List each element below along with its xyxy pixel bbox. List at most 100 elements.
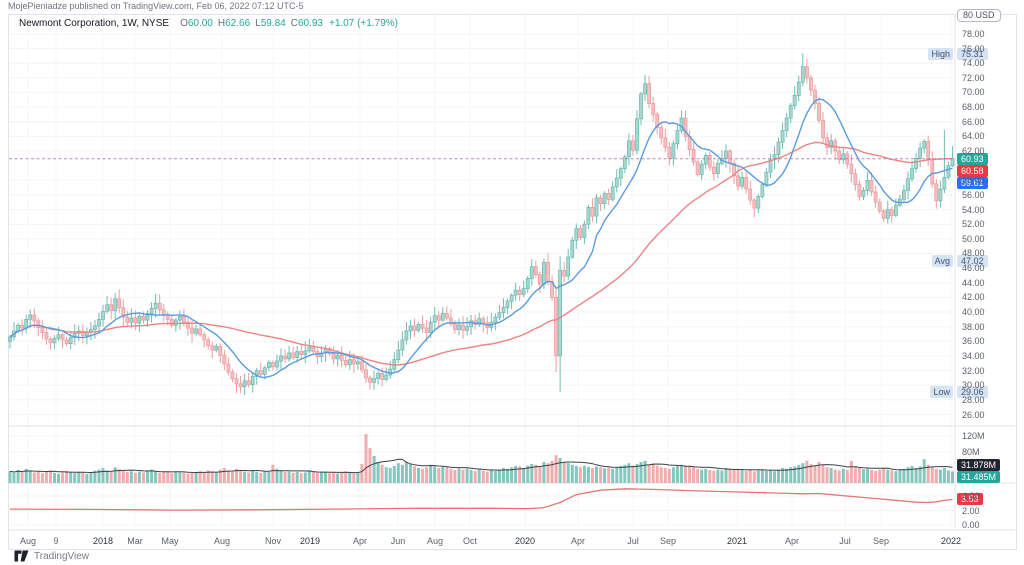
volume-bar <box>174 471 178 483</box>
candle-body <box>291 352 296 358</box>
volume-bar <box>324 472 327 483</box>
price-tick-label: 64.00 <box>962 131 985 142</box>
candle-body <box>663 137 668 148</box>
candle-body <box>452 323 457 331</box>
volume-bar <box>85 474 89 483</box>
volume-bar <box>392 466 396 483</box>
candle-body <box>796 81 801 96</box>
volume-bar <box>469 470 473 483</box>
volume-bar <box>809 464 813 483</box>
candle-body <box>829 140 833 148</box>
indicator-tick-label: 0.00 <box>962 520 980 530</box>
volume-bar <box>574 466 578 483</box>
chart-frame <box>8 14 1017 550</box>
price-tick-label: 76.00 <box>962 43 985 54</box>
candle-body <box>52 337 57 344</box>
volume-bar <box>449 468 453 483</box>
volume-bar <box>825 467 829 483</box>
volume-bar <box>514 466 518 483</box>
candle-body <box>562 269 567 277</box>
candle-body <box>748 188 753 201</box>
candle-body <box>190 327 194 334</box>
volume-bar <box>65 470 69 483</box>
volume-bar <box>73 473 77 483</box>
candle-body <box>724 150 728 159</box>
candle-body <box>64 339 69 344</box>
volume-bar <box>150 469 154 483</box>
price-tick-label: 36.00 <box>962 336 985 347</box>
symbol-title[interactable]: Newmont Corporation, 1W, NYSE <box>19 18 170 29</box>
candle-body <box>825 137 829 148</box>
volume-bar <box>898 470 902 483</box>
volume-bar <box>938 469 942 483</box>
candle-body <box>222 354 227 365</box>
time-tick-label: Jul <box>839 536 851 546</box>
volume-bar <box>429 464 433 483</box>
candle-body <box>339 354 344 361</box>
volume-bar <box>857 468 861 483</box>
volume-bar <box>409 464 412 483</box>
volume-bar <box>44 472 48 483</box>
volume-bar <box>910 466 914 483</box>
candle-body <box>117 298 122 309</box>
candle-body <box>618 168 623 179</box>
price-tick-label: 30.00 <box>962 380 985 391</box>
volume-bar <box>28 470 32 483</box>
volume-bar <box>688 465 692 483</box>
price-tick-label: 52.00 <box>962 219 985 230</box>
volume-bar <box>817 462 821 483</box>
candle-body <box>643 83 647 95</box>
volume-bar <box>756 470 760 483</box>
candle-body <box>424 327 429 333</box>
volume-bar <box>550 460 554 483</box>
candle-body <box>703 154 708 165</box>
time-tick-label: Apr <box>352 536 368 546</box>
candle-body <box>889 209 894 216</box>
volume-bar <box>206 470 210 483</box>
volume-bar <box>125 472 129 483</box>
volume-bar <box>615 468 619 483</box>
volume-bar <box>210 471 214 483</box>
candle-body <box>230 371 235 380</box>
candle-body <box>295 351 300 358</box>
candle-body <box>501 307 506 314</box>
indicator-tick-label: 4.00 <box>962 491 980 501</box>
price-axis-unit[interactable]: 80 USD <box>957 9 1001 22</box>
candle-body <box>93 325 97 330</box>
volume-bar <box>40 473 44 483</box>
tradingview-logo[interactable]: TradingView <box>14 550 89 562</box>
volume-bar <box>425 467 429 483</box>
candle-body <box>44 332 49 340</box>
volume-bar <box>793 466 797 483</box>
volume-bar <box>619 466 623 483</box>
price-tick-label: 66.00 <box>962 116 985 127</box>
candle-body <box>279 355 283 362</box>
volume-bar <box>845 470 849 483</box>
time-tick-label: Apr <box>570 536 586 546</box>
volume-bar <box>882 468 886 483</box>
candle-body <box>202 334 207 341</box>
time-axis[interactable] <box>9 531 955 548</box>
candle-body <box>869 179 874 193</box>
candle-body <box>465 326 470 331</box>
volume-bar <box>400 464 404 483</box>
volume-bar <box>643 460 647 483</box>
volume-bar <box>607 467 611 483</box>
candle-body <box>364 369 368 379</box>
volume-bar <box>724 468 728 483</box>
candle-body <box>380 373 385 380</box>
candle-body <box>177 315 182 321</box>
volume-bar <box>271 464 275 483</box>
candle-body <box>161 309 166 316</box>
volume-bar <box>752 471 756 483</box>
volume-bar <box>497 469 501 483</box>
volume-bar <box>696 468 700 483</box>
candle-body <box>226 363 231 373</box>
candle-body <box>647 83 651 104</box>
candle-body <box>68 337 73 345</box>
candle-body <box>635 118 639 151</box>
volume-bar <box>526 465 530 483</box>
volume-bar <box>433 466 437 483</box>
volume-bar <box>821 464 825 483</box>
